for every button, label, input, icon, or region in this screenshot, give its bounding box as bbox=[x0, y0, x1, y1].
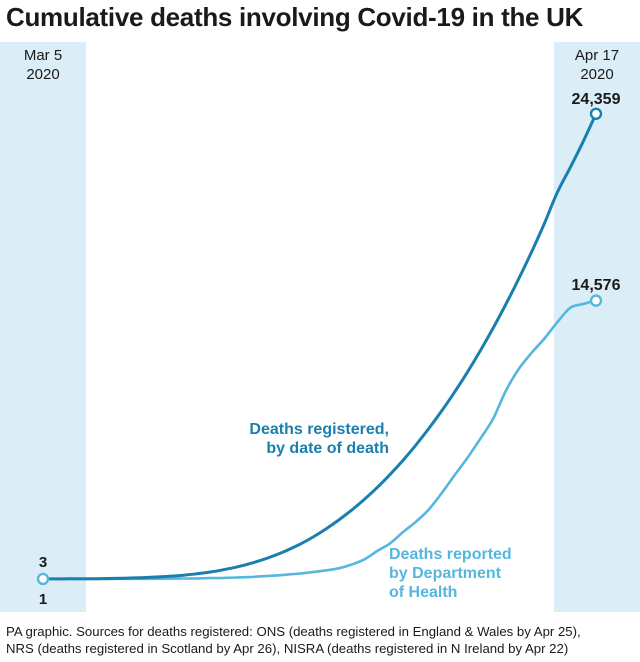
start-value-reported: 1 bbox=[39, 591, 47, 608]
series-line-registered bbox=[41, 112, 598, 581]
series-label-reported-line2: by Department bbox=[389, 565, 502, 582]
series-label-registered-line2: by date of death bbox=[266, 440, 389, 457]
source-note: PA graphic. Sources for deaths registere… bbox=[6, 623, 634, 657]
end-point-marker-registered bbox=[589, 107, 603, 120]
start-point-marker bbox=[36, 572, 50, 586]
source-line-1: PA graphic. Sources for deaths registere… bbox=[6, 624, 581, 639]
end-value-registered: 24,359 bbox=[572, 91, 621, 108]
x-start-label-month: Mar 5 bbox=[24, 47, 62, 64]
x-start-label-year: 2020 bbox=[26, 66, 59, 83]
end-point-marker-reported bbox=[589, 294, 603, 307]
series-label-reported-line1: Deaths reported bbox=[389, 546, 512, 563]
start-date-band bbox=[0, 42, 86, 612]
source-line-2: NRS (deaths registered in Scotland by Ap… bbox=[6, 641, 569, 656]
start-value-registered: 3 bbox=[39, 554, 47, 571]
x-end-label-year: 2020 bbox=[580, 66, 613, 83]
chart-title: Cumulative deaths involving Covid-19 in … bbox=[6, 2, 584, 32]
end-value-reported: 14,576 bbox=[572, 277, 621, 294]
x-end-label-month: Apr 17 bbox=[575, 47, 619, 64]
series-label-registered-line1: Deaths registered, bbox=[249, 421, 389, 438]
line-chart: Mar 5 2020 Apr 17 2020 3 1 24,359 14,576… bbox=[0, 42, 640, 612]
end-date-band bbox=[554, 42, 640, 612]
series-label-reported-line3: of Health bbox=[389, 584, 457, 601]
